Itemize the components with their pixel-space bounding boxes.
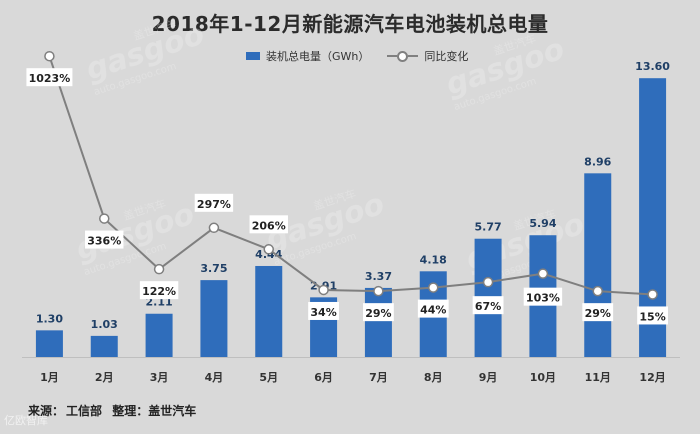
x-tick-label: 4月 (205, 371, 224, 384)
x-tick-label: 1月 (40, 371, 59, 384)
line-value-label-bg (26, 68, 73, 87)
legend: 装机总电量（GWh） 同比变化 (246, 48, 468, 64)
line-value-label-bg (194, 193, 234, 212)
line-value-label: 206% (252, 219, 286, 232)
bar-value-label: 13.60 (635, 60, 670, 73)
x-tick-label: 12月 (639, 371, 665, 384)
line-marker (99, 213, 110, 224)
legend-bar-label: 装机总电量（GWh） (266, 50, 370, 63)
x-tick-label: 3月 (150, 371, 169, 384)
line-marker (153, 263, 165, 275)
x-tick-label: 9月 (479, 371, 498, 384)
line-value-label: 103% (526, 292, 560, 305)
line-marker (482, 276, 494, 288)
bar (255, 265, 283, 357)
line-value-label-bg (523, 287, 563, 306)
organizer-label: 整理： (112, 404, 149, 418)
line-value-label-bg (417, 299, 449, 318)
legend-line-swatch (387, 50, 419, 62)
bar-value-label: 1.03 (91, 318, 118, 331)
bar-value-label: 8.96 (584, 155, 611, 168)
line-value-label: 67% (475, 300, 501, 313)
organizer-value: 盖世汽车 (148, 404, 197, 418)
legend-item-bar: 装机总电量（GWh） (246, 48, 369, 64)
chart-title: 2018年1-12月新能源汽车电池装机总电量 (151, 12, 549, 36)
line-value-label: 44% (420, 304, 446, 317)
line-value-label-bg (139, 281, 179, 300)
line-marker (263, 244, 274, 255)
line-marker (318, 284, 329, 296)
line-marker (647, 289, 658, 300)
bar (200, 280, 228, 357)
line-value-label: 29% (365, 307, 391, 320)
bar (364, 287, 392, 357)
line-value-label: 15% (639, 310, 665, 323)
x-tick-label: 5月 (259, 371, 278, 384)
x-tick-label: 8月 (424, 371, 443, 384)
source-note: 来源： 工信部 整理：盖世汽车 (28, 402, 196, 419)
corner-watermark: 亿欧智库 (4, 414, 48, 427)
line-marker (537, 268, 549, 279)
line-value-label: 297% (197, 198, 231, 211)
line-value-label: 34% (310, 306, 336, 319)
line-value-label-bg (637, 306, 668, 325)
legend-line-label: 同比变化 (424, 50, 469, 63)
line-marker (592, 285, 603, 297)
line-value-label: 122% (142, 285, 176, 298)
source-value: 工信部 (66, 404, 103, 418)
bar-value-label: 3.37 (365, 270, 392, 283)
x-tick-label: 11月 (585, 371, 611, 384)
line-value-label-bg (308, 301, 339, 320)
line-marker (44, 50, 55, 62)
x-tick-label: 2月 (95, 371, 114, 384)
line-marker (373, 285, 384, 297)
line-value-label: 336% (87, 235, 121, 248)
line-value-label-bg (472, 296, 504, 315)
bar-value-label: 4.18 (420, 253, 447, 266)
bar (145, 313, 173, 357)
line-marker (428, 282, 439, 293)
legend-bar-swatch (246, 52, 260, 60)
bar-value-label: 5.94 (529, 217, 556, 230)
line-value-label-bg (85, 230, 124, 249)
bar (584, 173, 612, 357)
line-marker (208, 222, 220, 234)
bar-value-label: 5.77 (475, 221, 502, 234)
bar (35, 330, 63, 357)
x-tick-label: 6月 (314, 371, 333, 384)
x-tick-label: 7月 (369, 371, 388, 384)
source-label: 来源： (28, 404, 65, 418)
bar-value-label: 3.75 (200, 262, 227, 275)
line-value-label-bg (582, 303, 614, 322)
line-value-label-bg (249, 215, 288, 234)
bar (90, 335, 118, 357)
legend-item-line: 同比变化 (387, 48, 468, 64)
line-series-path (48, 55, 653, 296)
line-value-label-bg (363, 303, 394, 322)
line-value-label: 1023% (29, 72, 71, 85)
line-value-label: 29% (585, 307, 611, 320)
bar-value-label: 1.30 (36, 312, 63, 325)
x-tick-label: 10月 (530, 371, 556, 384)
